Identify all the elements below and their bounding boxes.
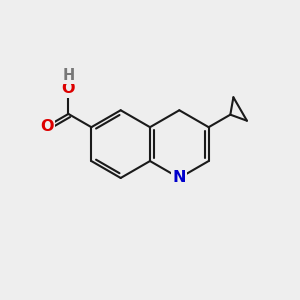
- Text: O: O: [40, 119, 53, 134]
- Text: O: O: [62, 81, 75, 96]
- Text: N: N: [172, 170, 186, 185]
- Text: H: H: [62, 68, 74, 83]
